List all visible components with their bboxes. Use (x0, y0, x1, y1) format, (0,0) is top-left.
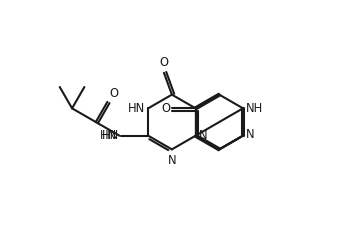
Text: N: N (199, 129, 207, 142)
Text: N: N (168, 154, 176, 167)
Text: O: O (161, 102, 171, 115)
Text: HN: HN (100, 129, 117, 142)
Text: N: N (246, 128, 255, 141)
Text: HN: HN (101, 129, 119, 142)
Text: O: O (159, 56, 168, 69)
Text: O: O (109, 87, 118, 100)
Text: HN: HN (128, 102, 145, 115)
Text: NH: NH (246, 102, 263, 115)
